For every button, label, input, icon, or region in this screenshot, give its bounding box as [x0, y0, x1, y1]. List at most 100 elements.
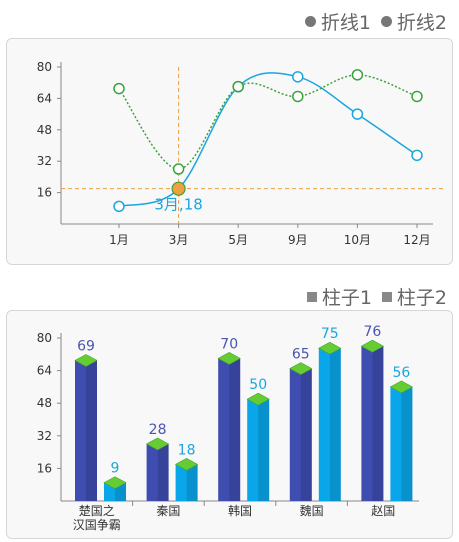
y-tick-label: 16 — [37, 186, 52, 200]
bar-side — [329, 348, 341, 501]
x-tick-label: 秦国 — [156, 504, 180, 518]
series-1-point — [292, 71, 304, 83]
x-tick-label: 魏国 — [300, 503, 324, 518]
bar-cap — [217, 352, 241, 365]
bar-2 — [174, 457, 199, 501]
bar-value-label: 69 — [77, 338, 95, 354]
bar-2 — [103, 476, 127, 501]
series-1-point — [351, 108, 364, 120]
bar-1 — [289, 362, 313, 501]
bar-side — [401, 386, 413, 501]
bar-side — [86, 360, 97, 501]
series-2-point — [113, 82, 125, 95]
x-tick-label: 汉国争霸 — [73, 518, 121, 532]
series-line-1 — [118, 72, 418, 208]
bar-front — [361, 346, 384, 501]
bar-cap — [174, 457, 199, 471]
y-tick-label: 48 — [37, 396, 52, 410]
series-line-2 — [118, 74, 418, 170]
legend-dot-icon — [304, 16, 316, 27]
bar-side — [157, 443, 169, 501]
bar-1 — [360, 339, 385, 501]
bar-front — [75, 360, 97, 501]
bar-1 — [217, 352, 241, 501]
bar-chart-panel: 16 32 48 64 80 楚国之 汉国争霸 69 9 秦国 28 18 韩国 70 50 魏国 65 75 赵国… — [6, 310, 453, 539]
x-tick-label: 9月 — [288, 233, 308, 247]
bar-front — [289, 368, 312, 501]
series-1-point — [411, 149, 423, 162]
bar-1 — [74, 354, 98, 501]
legend-item-bar2[interactable]: 柱子2 — [381, 283, 447, 310]
x-tick-label: 5月 — [228, 233, 248, 247]
bar-side — [186, 464, 198, 501]
bar-front — [390, 386, 413, 501]
bar-cap — [246, 392, 270, 406]
bar-cap — [103, 476, 127, 490]
bar-front — [175, 464, 198, 501]
bar-cap — [389, 380, 414, 394]
bar-side — [372, 346, 384, 501]
series-1-point — [113, 200, 125, 213]
bar-1 — [145, 437, 170, 501]
bar-value-label: 18 — [178, 442, 196, 458]
bar-value-label: 76 — [363, 324, 381, 340]
bar-front — [146, 443, 169, 501]
y-tick-label: 64 — [37, 364, 52, 378]
legend-dot-icon — [380, 16, 392, 27]
legend-item-bar1[interactable]: 柱子1 — [306, 283, 372, 310]
bar-cap — [318, 341, 342, 355]
x-tick-label: 赵国 — [371, 504, 395, 518]
x-tick-label: 10月 — [344, 233, 371, 247]
bar-legend: 柱子1 柱子2 — [306, 283, 447, 310]
y-tick-label: 64 — [37, 91, 52, 105]
highlight-label: 3月,18 — [154, 196, 202, 214]
bar-side — [300, 368, 312, 501]
highlight-point — [171, 181, 186, 196]
legend-square-icon — [306, 291, 317, 302]
series-2-point — [172, 163, 185, 175]
bar-front — [218, 358, 241, 501]
y-tick-label: 80 — [37, 331, 52, 345]
bar-cap — [360, 339, 385, 353]
y-tick-label: 48 — [37, 123, 52, 137]
legend-item-line2[interactable]: 折线2 — [380, 8, 447, 35]
x-tick-label: 1月 — [109, 233, 129, 247]
bar-cap — [74, 354, 98, 367]
bar-cap — [289, 362, 313, 375]
bar-value-label: 70 — [220, 336, 238, 352]
series-2-point — [292, 90, 304, 103]
bar-side — [229, 358, 241, 501]
y-tick-label: 80 — [37, 60, 52, 74]
bar-value-label: 9 — [111, 461, 120, 477]
bar-cap — [145, 437, 170, 451]
bar-value-label: 50 — [249, 377, 267, 393]
series-2-point — [351, 69, 364, 81]
bar-value-label: 28 — [149, 422, 167, 438]
bar-front — [247, 399, 270, 501]
legend-square-icon — [381, 291, 392, 302]
x-tick-label: 3月 — [169, 233, 189, 247]
bar-front — [318, 348, 341, 501]
y-tick-label: 32 — [37, 429, 52, 443]
x-tick-label: 12月 — [403, 233, 430, 247]
legend-item-line1[interactable]: 折线1 — [304, 8, 371, 35]
bar-side — [258, 399, 270, 501]
bar-2 — [318, 341, 342, 501]
bar-value-label: 56 — [392, 365, 410, 381]
line-chart-panel: 16 32 48 64 80 1月 3月 5月 9月 10月 12月 3月,18 — [6, 38, 453, 265]
line-chart: 16 32 48 64 80 1月 3月 5月 9月 10月 12月 3月,18 — [37, 60, 443, 247]
bar-2 — [246, 392, 270, 501]
x-tick-label: 韩国 — [228, 503, 252, 518]
legend-label-bar1: 柱子1 — [321, 287, 372, 309]
x-tick-label: 楚国之 — [79, 504, 115, 518]
y-tick-label: 32 — [37, 154, 52, 168]
bar-2 — [389, 380, 414, 501]
line-legend: 折线1 折线2 — [304, 8, 447, 35]
legend-label-bar2: 柱子2 — [396, 287, 447, 309]
legend-label-line1: 折线1 — [320, 12, 371, 34]
y-tick-label: 16 — [37, 461, 52, 475]
legend-label-line2: 折线2 — [396, 12, 447, 34]
bar-value-label: 75 — [321, 326, 339, 342]
series-2-point — [232, 80, 244, 93]
